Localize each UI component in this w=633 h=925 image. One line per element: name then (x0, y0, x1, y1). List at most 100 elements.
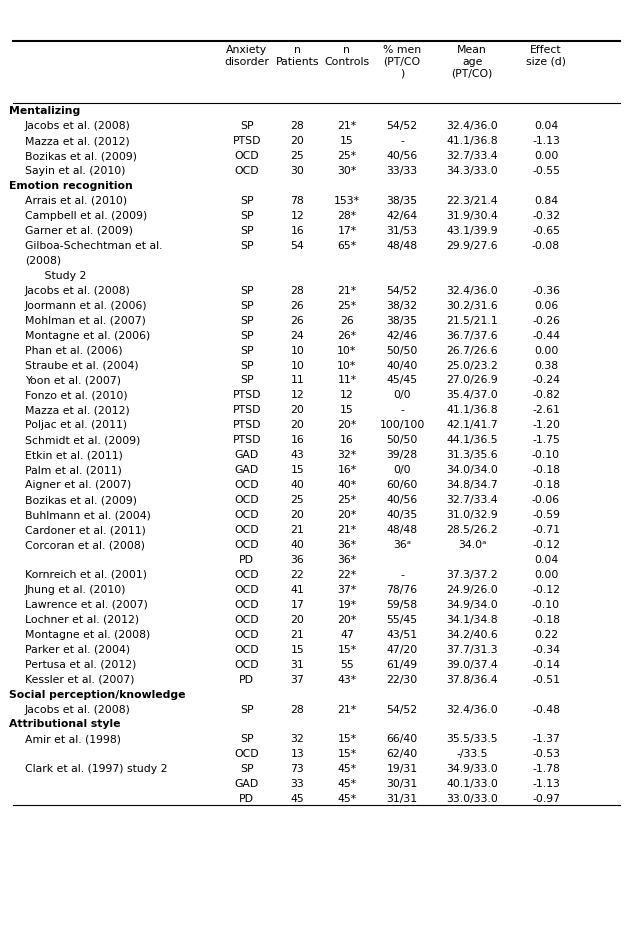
Text: 30*: 30* (337, 166, 356, 176)
Text: 66/40: 66/40 (387, 734, 418, 745)
Text: GAD: GAD (235, 780, 259, 789)
Text: 78/76: 78/76 (387, 585, 418, 595)
Text: PD: PD (239, 555, 254, 565)
Text: Social perception/knowledge: Social perception/knowledge (9, 689, 186, 699)
Text: OCD: OCD (234, 599, 259, 610)
Text: 40/40: 40/40 (386, 361, 418, 371)
Text: -0.65: -0.65 (532, 226, 560, 236)
Text: OCD: OCD (234, 749, 259, 759)
Text: 32.7/33.4: 32.7/33.4 (446, 151, 498, 161)
Text: 37.8/36.4: 37.8/36.4 (446, 674, 498, 684)
Text: 35.4/37.0: 35.4/37.0 (446, 390, 498, 401)
Text: 47/20: 47/20 (387, 645, 418, 655)
Text: Parker et al. (2004): Parker et al. (2004) (25, 645, 130, 655)
Text: Lochner et al. (2012): Lochner et al. (2012) (25, 615, 139, 624)
Text: Cardoner et al. (2011): Cardoner et al. (2011) (25, 525, 146, 535)
Text: 43: 43 (291, 450, 304, 461)
Text: 65*: 65* (337, 240, 356, 251)
Text: 38/35: 38/35 (387, 315, 418, 326)
Text: SP: SP (240, 330, 254, 340)
Text: 20*: 20* (337, 615, 356, 624)
Text: 34.0/34.0: 34.0/34.0 (446, 465, 498, 475)
Text: 39.0/37.4: 39.0/37.4 (446, 660, 498, 670)
Text: Gilboa-Schechtman et al.: Gilboa-Schechtman et al. (25, 240, 163, 251)
Text: OCD: OCD (234, 166, 259, 176)
Text: Bozikas et al. (2009): Bozikas et al. (2009) (25, 151, 137, 161)
Text: -0.24: -0.24 (532, 376, 560, 386)
Text: OCD: OCD (234, 660, 259, 670)
Text: 10*: 10* (337, 346, 356, 355)
Text: -0.12: -0.12 (532, 540, 560, 550)
Text: 16: 16 (340, 436, 354, 445)
Text: 34.2/40.6: 34.2/40.6 (446, 630, 498, 640)
Text: SP: SP (240, 346, 254, 355)
Text: n
Patients: n Patients (275, 44, 319, 67)
Text: 37.7/31.3: 37.7/31.3 (446, 645, 498, 655)
Text: 45*: 45* (337, 764, 356, 774)
Text: 37.3/37.2: 37.3/37.2 (446, 570, 498, 580)
Text: 24: 24 (291, 330, 304, 340)
Text: 20: 20 (291, 136, 304, 146)
Text: 34.9/33.0: 34.9/33.0 (446, 764, 498, 774)
Text: 22/30: 22/30 (387, 674, 418, 684)
Text: 10: 10 (291, 346, 304, 355)
Text: Buhlmann et al. (2004): Buhlmann et al. (2004) (25, 510, 151, 520)
Text: 25*: 25* (337, 151, 356, 161)
Text: Study 2: Study 2 (34, 271, 87, 281)
Text: 36*: 36* (337, 555, 356, 565)
Text: SP: SP (240, 211, 254, 221)
Text: Montagne et al. (2008): Montagne et al. (2008) (25, 630, 150, 640)
Text: 48/48: 48/48 (387, 525, 418, 535)
Text: -0.32: -0.32 (532, 211, 560, 221)
Text: 26: 26 (291, 315, 304, 326)
Text: 32.4/36.0: 32.4/36.0 (446, 121, 498, 131)
Text: -0.97: -0.97 (532, 795, 560, 804)
Text: SP: SP (240, 734, 254, 745)
Text: -0.53: -0.53 (532, 749, 560, 759)
Text: Mazza et al. (2012): Mazza et al. (2012) (25, 405, 130, 415)
Text: 32.7/33.4: 32.7/33.4 (446, 495, 498, 505)
Text: 25: 25 (291, 151, 304, 161)
Text: Corcoran et al. (2008): Corcoran et al. (2008) (25, 540, 145, 550)
Text: 26: 26 (340, 315, 354, 326)
Text: 20: 20 (291, 420, 304, 430)
Text: 0.06: 0.06 (534, 301, 558, 311)
Text: 20*: 20* (337, 420, 356, 430)
Text: SP: SP (240, 240, 254, 251)
Text: Amir et al. (1998): Amir et al. (1998) (25, 734, 121, 745)
Text: 36: 36 (291, 555, 304, 565)
Text: 48/48: 48/48 (387, 240, 418, 251)
Text: 24.9/26.0: 24.9/26.0 (446, 585, 498, 595)
Text: SP: SP (240, 315, 254, 326)
Text: 31/31: 31/31 (387, 795, 418, 804)
Text: PTSD: PTSD (232, 405, 261, 415)
Text: 10*: 10* (337, 361, 356, 371)
Text: 45*: 45* (337, 780, 356, 789)
Text: -0.12: -0.12 (532, 585, 560, 595)
Text: 37*: 37* (337, 585, 356, 595)
Text: 36.7/37.6: 36.7/37.6 (446, 330, 498, 340)
Text: 16: 16 (291, 436, 304, 445)
Text: Lawrence et al. (2007): Lawrence et al. (2007) (25, 599, 148, 610)
Text: 50/50: 50/50 (386, 346, 418, 355)
Text: 34.3/33.0: 34.3/33.0 (446, 166, 498, 176)
Text: 32*: 32* (337, 450, 356, 461)
Text: 45/45: 45/45 (387, 376, 418, 386)
Text: 41: 41 (291, 585, 304, 595)
Text: 54/52: 54/52 (387, 705, 418, 714)
Text: Jacobs et al. (2008): Jacobs et al. (2008) (25, 121, 131, 131)
Text: 20*: 20* (337, 510, 356, 520)
Text: 21*: 21* (337, 525, 356, 535)
Text: Attributional style: Attributional style (9, 720, 121, 730)
Text: 17*: 17* (337, 226, 356, 236)
Text: 21*: 21* (337, 705, 356, 714)
Text: 38/35: 38/35 (387, 196, 418, 206)
Text: 36*: 36* (337, 540, 356, 550)
Text: Phan et al. (2006): Phan et al. (2006) (25, 346, 123, 355)
Text: 33: 33 (291, 780, 304, 789)
Text: 31.0/32.9: 31.0/32.9 (446, 510, 498, 520)
Text: -0.18: -0.18 (532, 480, 560, 490)
Text: 21*: 21* (337, 286, 356, 296)
Text: 28: 28 (291, 705, 304, 714)
Text: -/33.5: -/33.5 (456, 749, 488, 759)
